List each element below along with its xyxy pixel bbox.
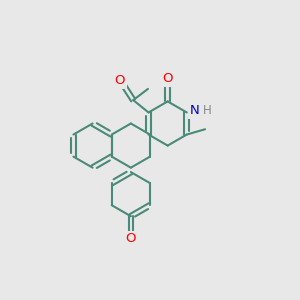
Text: H: H	[202, 104, 211, 118]
Text: O: O	[162, 72, 173, 85]
Text: N: N	[190, 104, 200, 118]
Text: O: O	[126, 232, 136, 245]
Text: O: O	[115, 74, 125, 87]
